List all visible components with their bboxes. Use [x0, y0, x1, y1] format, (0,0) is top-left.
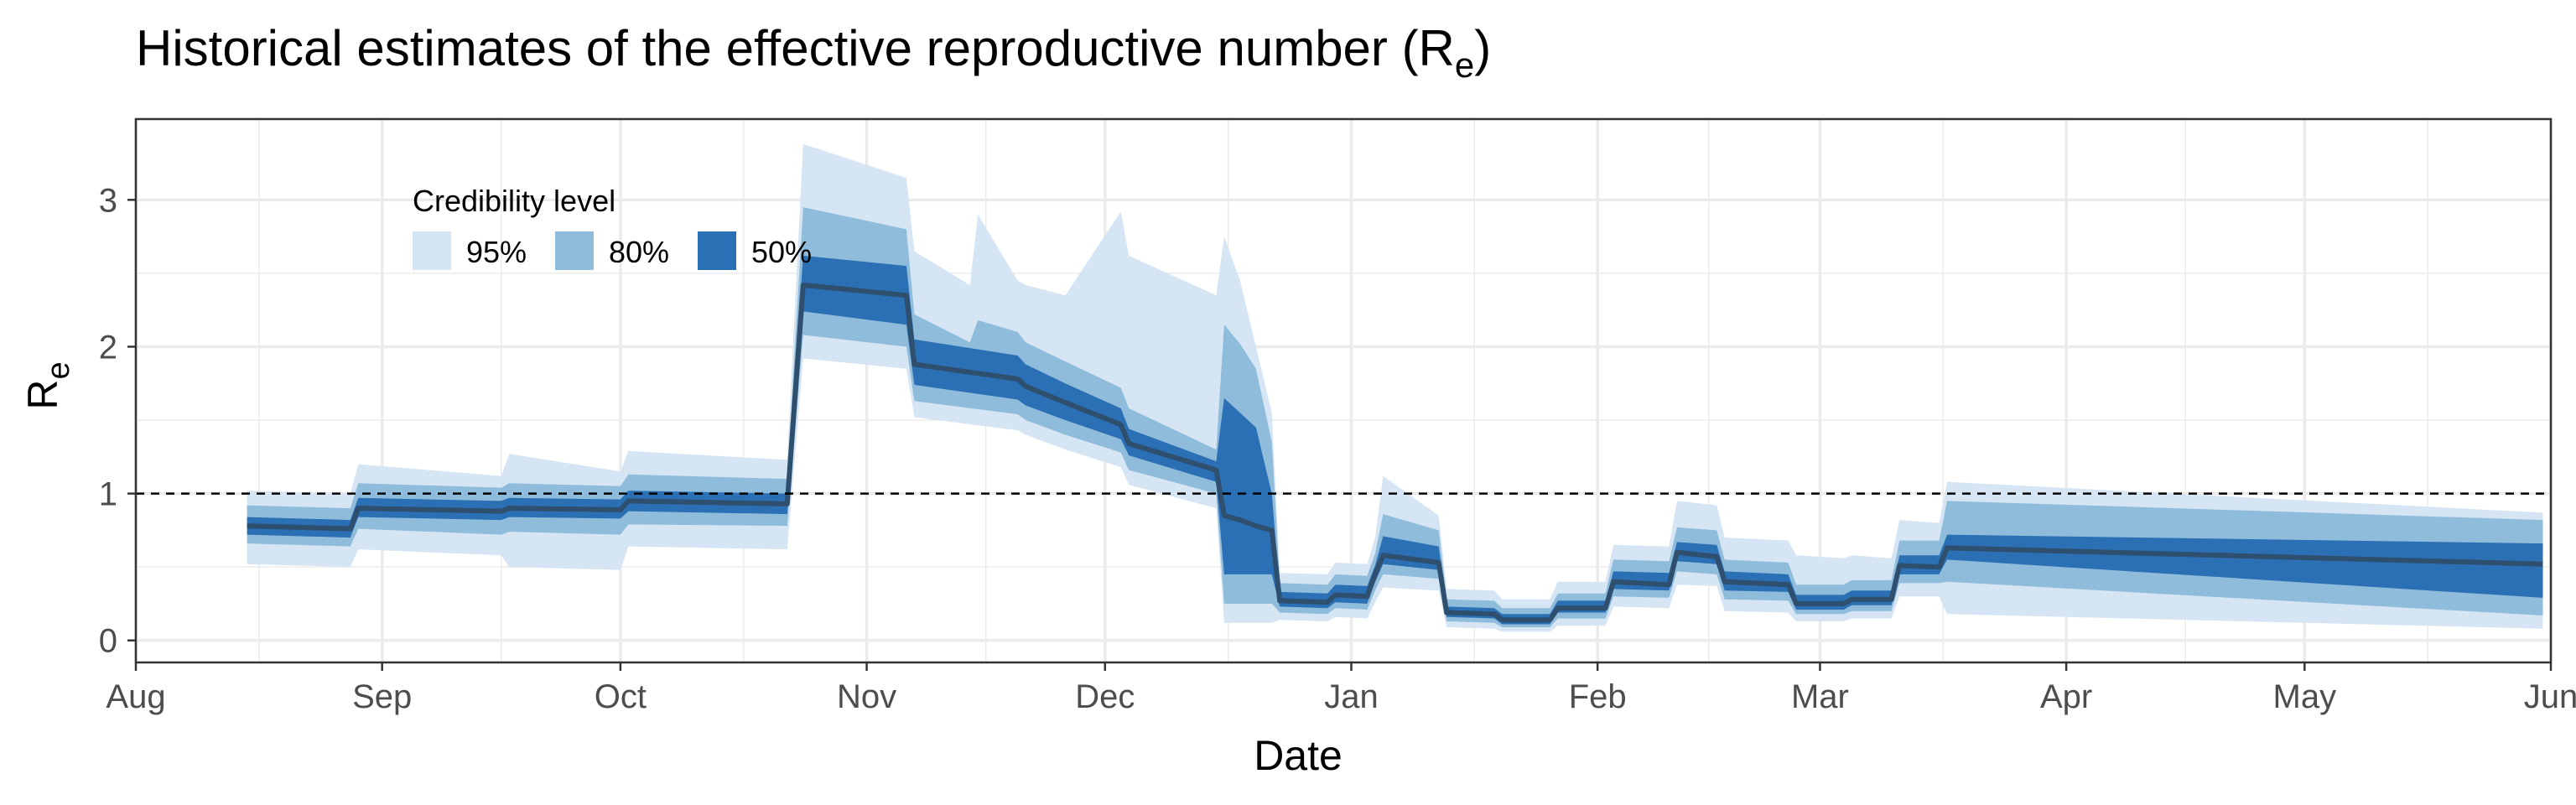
x-tick-label-aug: Aug — [106, 678, 165, 715]
x-axis-ticks: Aug Sep Oct Nov Dec Jan Feb Mar Apr May Jun — [106, 662, 2576, 715]
x-tick-label-dec: Dec — [1075, 678, 1135, 715]
x-tick-label-feb: Feb — [1569, 678, 1627, 715]
x-tick-label-apr: Apr — [2040, 678, 2092, 715]
legend-title: Credibility level — [413, 184, 615, 218]
x-tick-label-nov: Nov — [837, 678, 896, 715]
x-tick-label-jun: Jun — [2524, 678, 2576, 715]
legend-swatch-50 — [698, 231, 736, 270]
legend-label-95: 95% — [466, 235, 527, 269]
legend: Credibility level 95% 80% 50% — [413, 184, 812, 270]
y-tick-label-2: 2 — [99, 329, 117, 366]
y-tick-label-0: 0 — [99, 623, 117, 660]
legend-swatch-95 — [413, 231, 451, 270]
legend-swatch-80 — [555, 231, 594, 270]
credibility-bands — [247, 143, 2543, 632]
x-tick-label-sep: Sep — [352, 678, 412, 715]
x-tick-label-may: May — [2273, 678, 2337, 715]
y-axis-ticks: 0 1 2 3 — [99, 182, 136, 660]
panel-border — [134, 117, 2553, 664]
x-tick-label-jan: Jan — [1324, 678, 1379, 715]
x-tick-label-mar: Mar — [1791, 678, 1849, 715]
y-tick-label-1: 1 — [99, 476, 117, 513]
chart-title: Historical estimates of the effective re… — [136, 20, 1491, 85]
x-tick-label-oct: Oct — [595, 678, 647, 715]
plot-panel — [134, 117, 2553, 664]
median-line — [247, 282, 2543, 623]
band-50 — [247, 255, 2543, 625]
y-axis-title: Re — [19, 361, 76, 409]
legend-label-80: 80% — [609, 235, 669, 269]
x-axis-title: Date — [1254, 732, 1343, 779]
legend-label-50: 50% — [751, 235, 812, 269]
svg-text:Re: Re — [19, 361, 76, 409]
y-tick-label-3: 3 — [99, 182, 117, 219]
